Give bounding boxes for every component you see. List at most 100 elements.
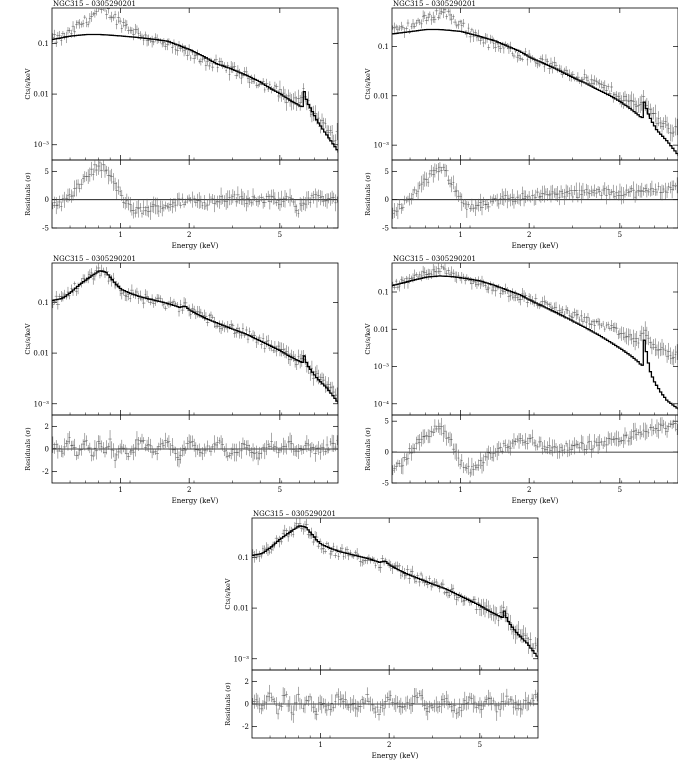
x-tick-label: 5 <box>278 231 282 239</box>
x-axis-label: Energy (keV) <box>512 242 559 250</box>
residual-data <box>392 415 678 478</box>
residual-y-tick-label: 0 <box>45 446 49 454</box>
spectrum-axes <box>391 7 678 161</box>
residual-axis-label: Residuals (σ) <box>224 682 232 726</box>
spectrum-panel-3: NGC315 – 0305290201 1 2 5 0.1 0.01 10⁻³ -2 0 2 Cts… <box>24 255 339 505</box>
residual-y-tick-label: 0 <box>385 196 389 204</box>
residual-y-tick-label: 5 <box>45 168 49 176</box>
spectrum-data <box>52 8 338 148</box>
y-tick-label: 0.01 <box>373 92 389 100</box>
panel-title: NGC315 – 0305290201 <box>53 0 136 8</box>
model-group <box>252 525 538 659</box>
x-axis-label: Energy (keV) <box>512 497 559 505</box>
model-curve <box>252 525 538 659</box>
y-axis-label: Cts/s/keV <box>364 323 372 354</box>
y-tick-label: 10⁻⁴ <box>374 400 390 408</box>
spectrum-axes <box>51 262 339 416</box>
y-axis-label: Cts/s/keV <box>224 578 232 609</box>
x-tick-label: 2 <box>527 486 531 494</box>
residual-y-tick-label: 5 <box>385 418 389 426</box>
x-tick-label: 1 <box>458 486 462 494</box>
x-tick-label: 2 <box>387 741 391 749</box>
spectrum-panel-5: NGC315 – 0305290201 1 2 5 0.1 0.01 10⁻³ -2 0 2 Cts… <box>224 510 539 760</box>
spectrum-data <box>392 263 678 366</box>
residual-axes <box>391 159 678 229</box>
y-tick-label: 0.1 <box>378 288 389 296</box>
residual-data <box>392 162 678 220</box>
residual-y-tick-label: 0 <box>45 196 49 204</box>
residual-y-tick-label: -2 <box>242 723 249 731</box>
residual-y-tick-label: 0 <box>245 701 249 709</box>
residual-axis-label: Residuals (σ) <box>364 172 372 216</box>
residual-y-tick-label: -5 <box>382 480 389 488</box>
spectrum-panel-1: NGC315 – 0305290201 1 2 5 0.1 0.01 10⁻³ -5 0 5 Cts… <box>24 0 339 250</box>
spectrum-data <box>252 518 538 658</box>
residual-data <box>252 684 538 723</box>
x-tick-label: 1 <box>118 486 122 494</box>
residual-y-tick-label: 5 <box>385 168 389 176</box>
residual-y-tick-label: 2 <box>45 423 49 431</box>
x-tick-label: 1 <box>458 231 462 239</box>
y-tick-label: 0.1 <box>238 554 249 562</box>
residual-axes <box>51 159 339 229</box>
y-axis-label: Cts/s/keV <box>364 68 372 99</box>
y-tick-label: 10⁻³ <box>234 655 250 663</box>
x-tick-label: 5 <box>278 486 282 494</box>
x-tick-label: 1 <box>318 741 322 749</box>
residual-axis-label: Residuals (σ) <box>24 427 32 471</box>
residual-axis-label: Residuals (σ) <box>24 172 32 216</box>
model-group <box>52 270 338 404</box>
spectrum-data <box>392 8 678 142</box>
x-axis-label: Energy (keV) <box>172 497 219 505</box>
x-tick-label: 5 <box>618 486 622 494</box>
x-axis-label: Energy (keV) <box>372 752 419 760</box>
y-tick-label: 0.01 <box>33 91 49 99</box>
y-tick-label: 0.01 <box>373 326 389 334</box>
y-tick-label: 0.1 <box>378 43 389 51</box>
panel-title: NGC315 – 0305290201 <box>53 255 136 263</box>
model-group <box>392 28 678 157</box>
y-axis-label: Cts/s/keV <box>24 323 32 354</box>
x-tick-label: 1 <box>118 231 122 239</box>
y-axis-label: Cts/s/keV <box>24 68 32 99</box>
spectrum-data <box>52 263 338 403</box>
x-axis-label: Energy (keV) <box>172 242 219 250</box>
residual-y-tick-label: 0 <box>385 449 389 457</box>
spectrum-axes <box>251 517 539 671</box>
spectrum-panel-2: NGC315 – 0305290201 1 2 5 0.1 0.01 10⁻³ -5 0 5 Cts… <box>364 0 678 250</box>
y-tick-label: 10⁻³ <box>374 363 390 371</box>
y-tick-label: 10⁻³ <box>34 400 50 408</box>
model-curve <box>392 275 678 410</box>
x-tick-label: 2 <box>187 231 191 239</box>
residual-y-tick-label: -2 <box>42 468 49 476</box>
spectrum-panel-4: NGC315 – 0305290201 1 2 5 0.1 0.01 10⁻³ 10⁻⁴ -5 0… <box>364 255 678 505</box>
spectrum-axes <box>51 7 339 161</box>
model-group <box>392 275 678 410</box>
x-tick-label: 2 <box>527 231 531 239</box>
y-tick-label: 10⁻³ <box>34 141 50 149</box>
x-tick-label: 5 <box>618 231 622 239</box>
residual-data <box>52 160 338 220</box>
y-tick-label: 0.1 <box>38 299 49 307</box>
y-tick-label: 0.1 <box>38 40 49 48</box>
model-curve <box>52 270 338 404</box>
panel-title: NGC315 – 0305290201 <box>253 510 336 518</box>
residual-y-tick-label: -5 <box>42 225 49 233</box>
y-tick-label: 0.01 <box>233 605 249 613</box>
residual-y-tick-label: -5 <box>382 225 389 233</box>
y-tick-label: 10⁻³ <box>374 142 390 150</box>
y-tick-label: 0.01 <box>33 350 49 358</box>
residual-axis-label: Residuals (σ) <box>364 427 372 471</box>
residual-y-tick-label: 2 <box>245 678 249 686</box>
x-tick-label: 5 <box>478 741 482 749</box>
panel-title: NGC315 – 0305290201 <box>393 255 476 263</box>
residual-data <box>52 430 338 469</box>
model-curve <box>392 28 678 157</box>
model-group <box>52 33 338 153</box>
panel-title: NGC315 – 0305290201 <box>393 0 476 8</box>
residual-axes <box>391 414 678 484</box>
model-curve <box>52 33 338 153</box>
x-tick-label: 2 <box>187 486 191 494</box>
